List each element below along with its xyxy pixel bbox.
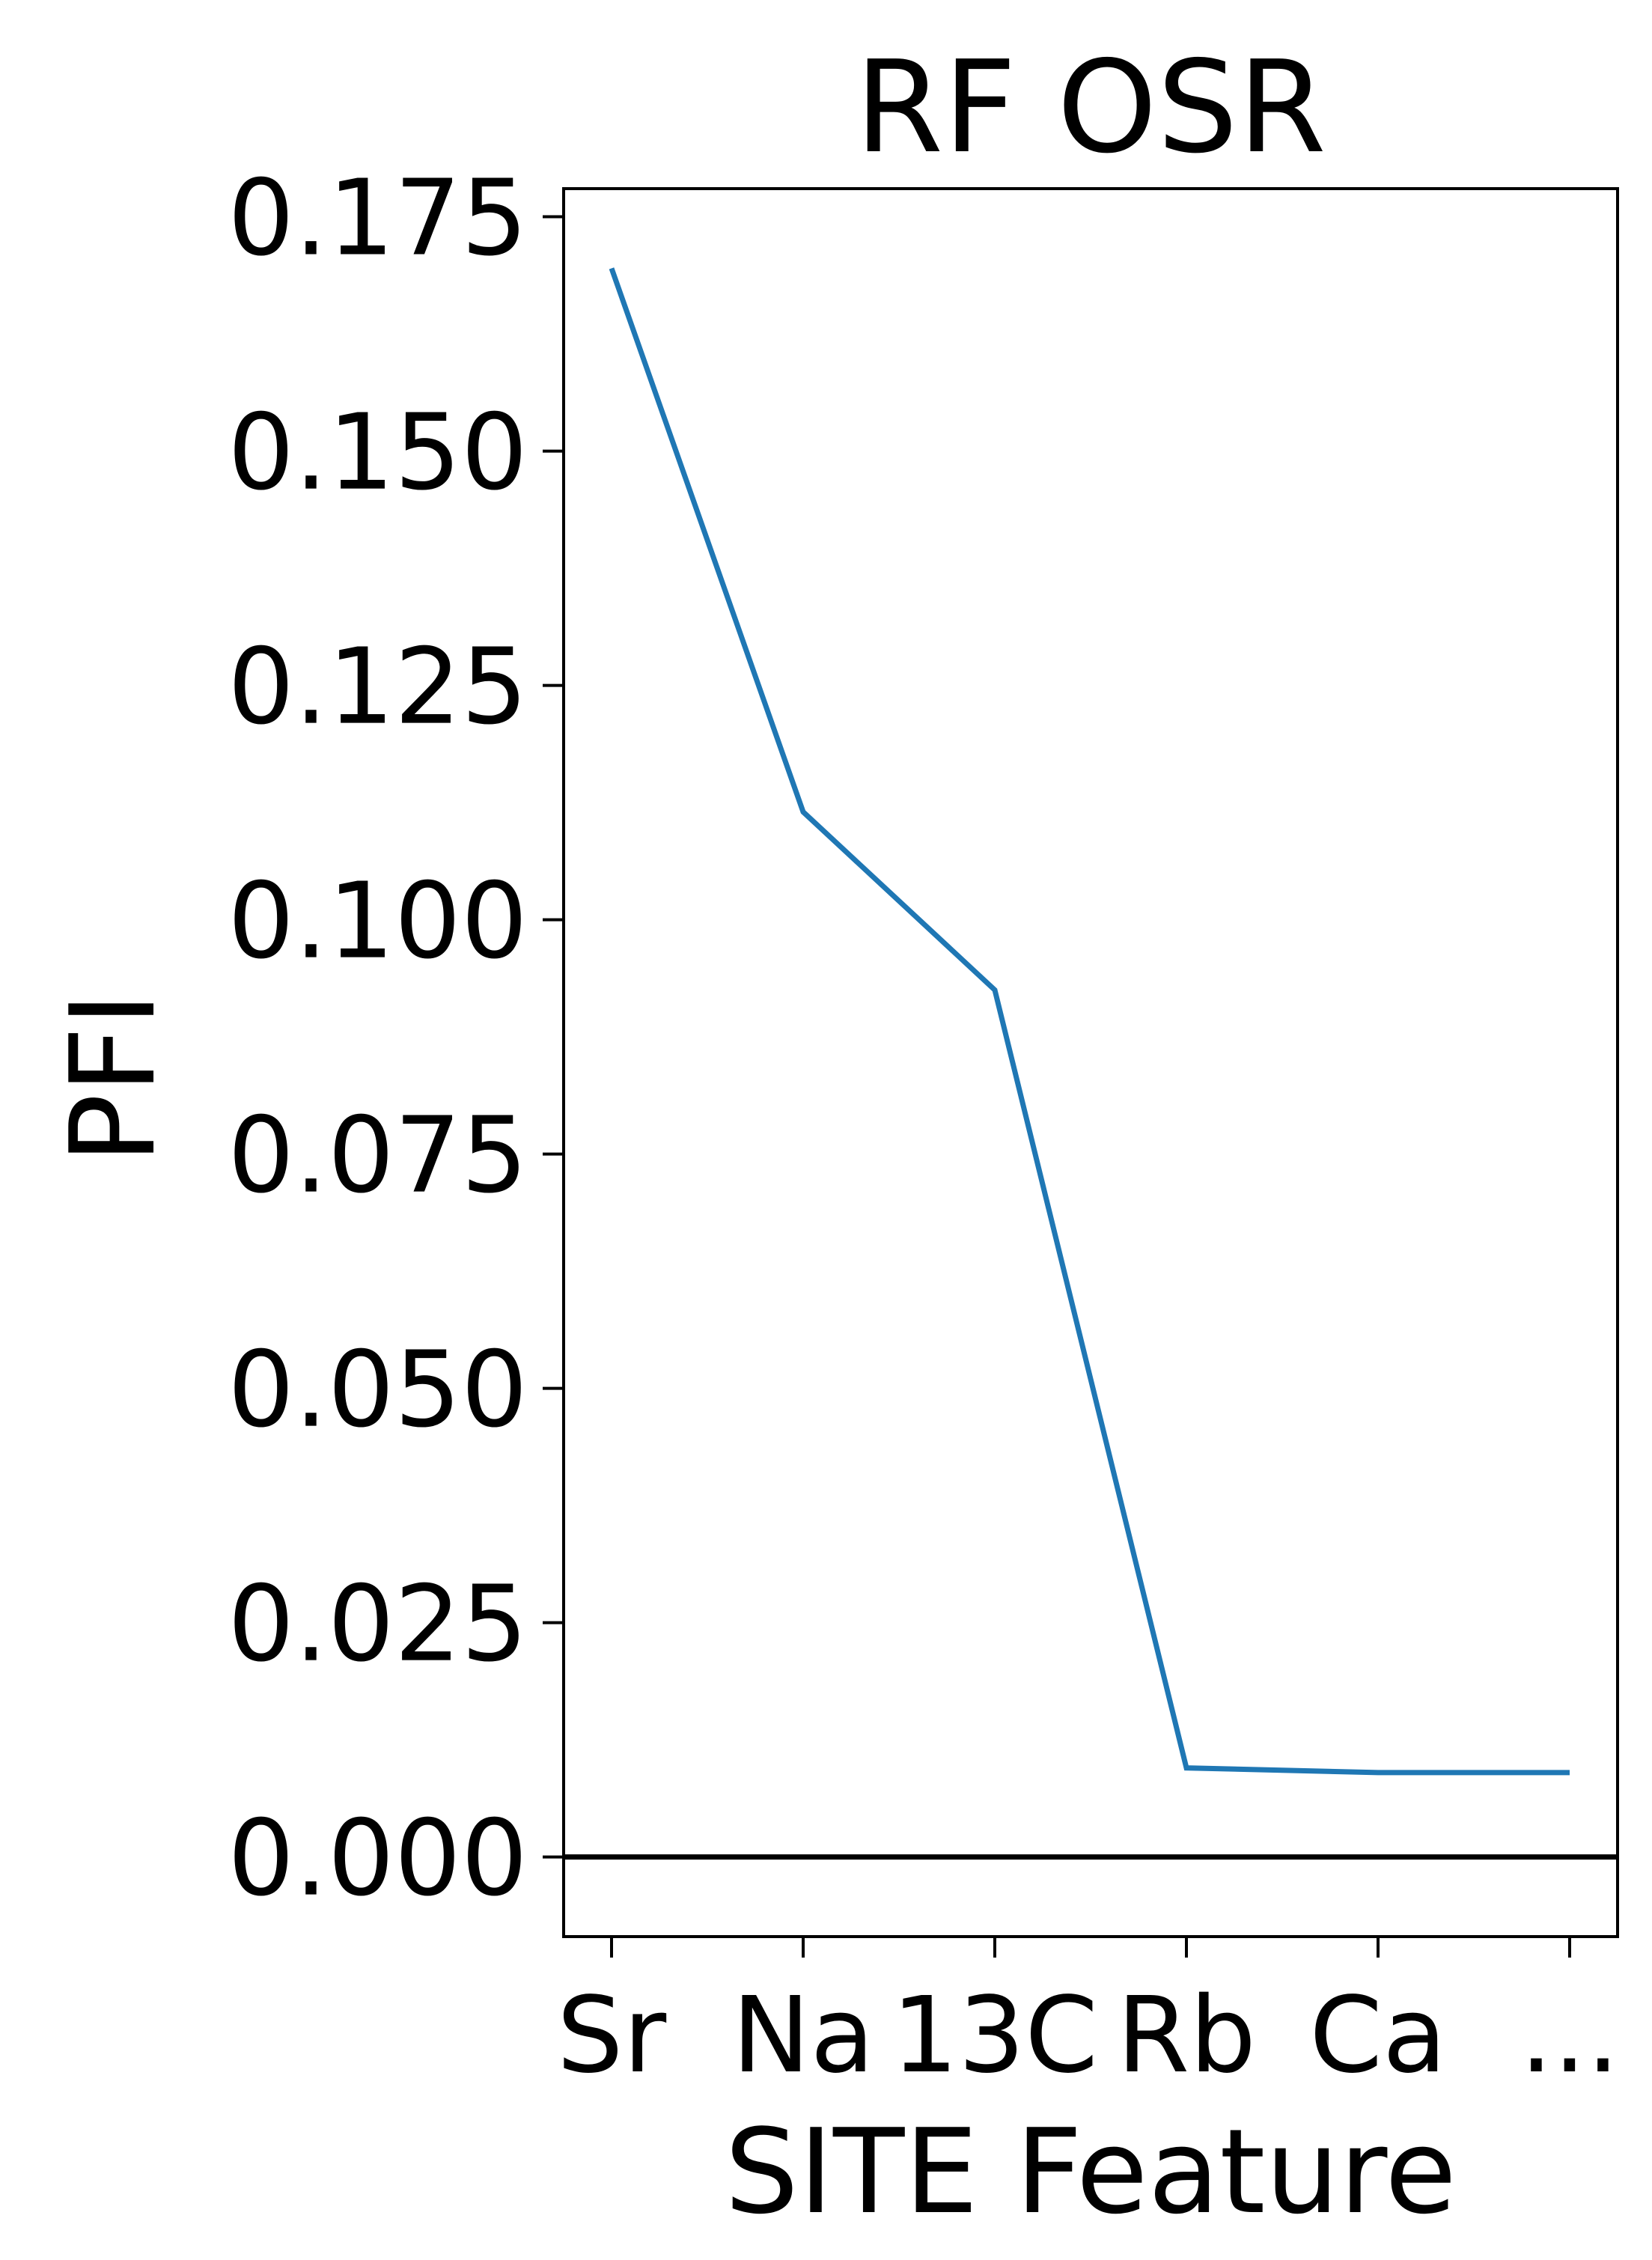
y-axis-label: PFI bbox=[45, 992, 181, 1164]
y-tick-label: 0.075 bbox=[228, 1095, 528, 1217]
y-tick-label: 0.125 bbox=[228, 627, 528, 749]
y-tick-label: 0.175 bbox=[228, 158, 528, 280]
y-tick-label: 0.050 bbox=[228, 1329, 528, 1452]
x-axis-label: SITE Feature bbox=[725, 2104, 1457, 2240]
y-tick-label: 0.000 bbox=[228, 1798, 528, 1920]
y-tick-label: 0.150 bbox=[228, 392, 528, 514]
y-axis: 0.000 0.025 0.050 0.075 0.100 0.125 0.150 0.175 bbox=[228, 158, 564, 1920]
y-tick-label: 0.025 bbox=[228, 1564, 528, 1686]
x-tick-label: ... bbox=[1520, 1975, 1620, 2097]
x-tick-label: Na bbox=[732, 1975, 875, 2097]
x-tick-label: Ca bbox=[1309, 1975, 1447, 2097]
y-tick-label: 0.100 bbox=[228, 861, 528, 983]
x-tick-label: Sr bbox=[557, 1975, 667, 2097]
plot-frame bbox=[562, 187, 1619, 1938]
pfi-series-line bbox=[609, 267, 1570, 1776]
chart-title: RF OSR bbox=[855, 34, 1326, 182]
x-tick-label: Rb bbox=[1117, 1975, 1256, 2097]
x-tick-label: 13C bbox=[891, 1975, 1098, 2097]
x-axis: Sr Na 13C Rb Ca... bbox=[557, 1937, 1620, 2097]
